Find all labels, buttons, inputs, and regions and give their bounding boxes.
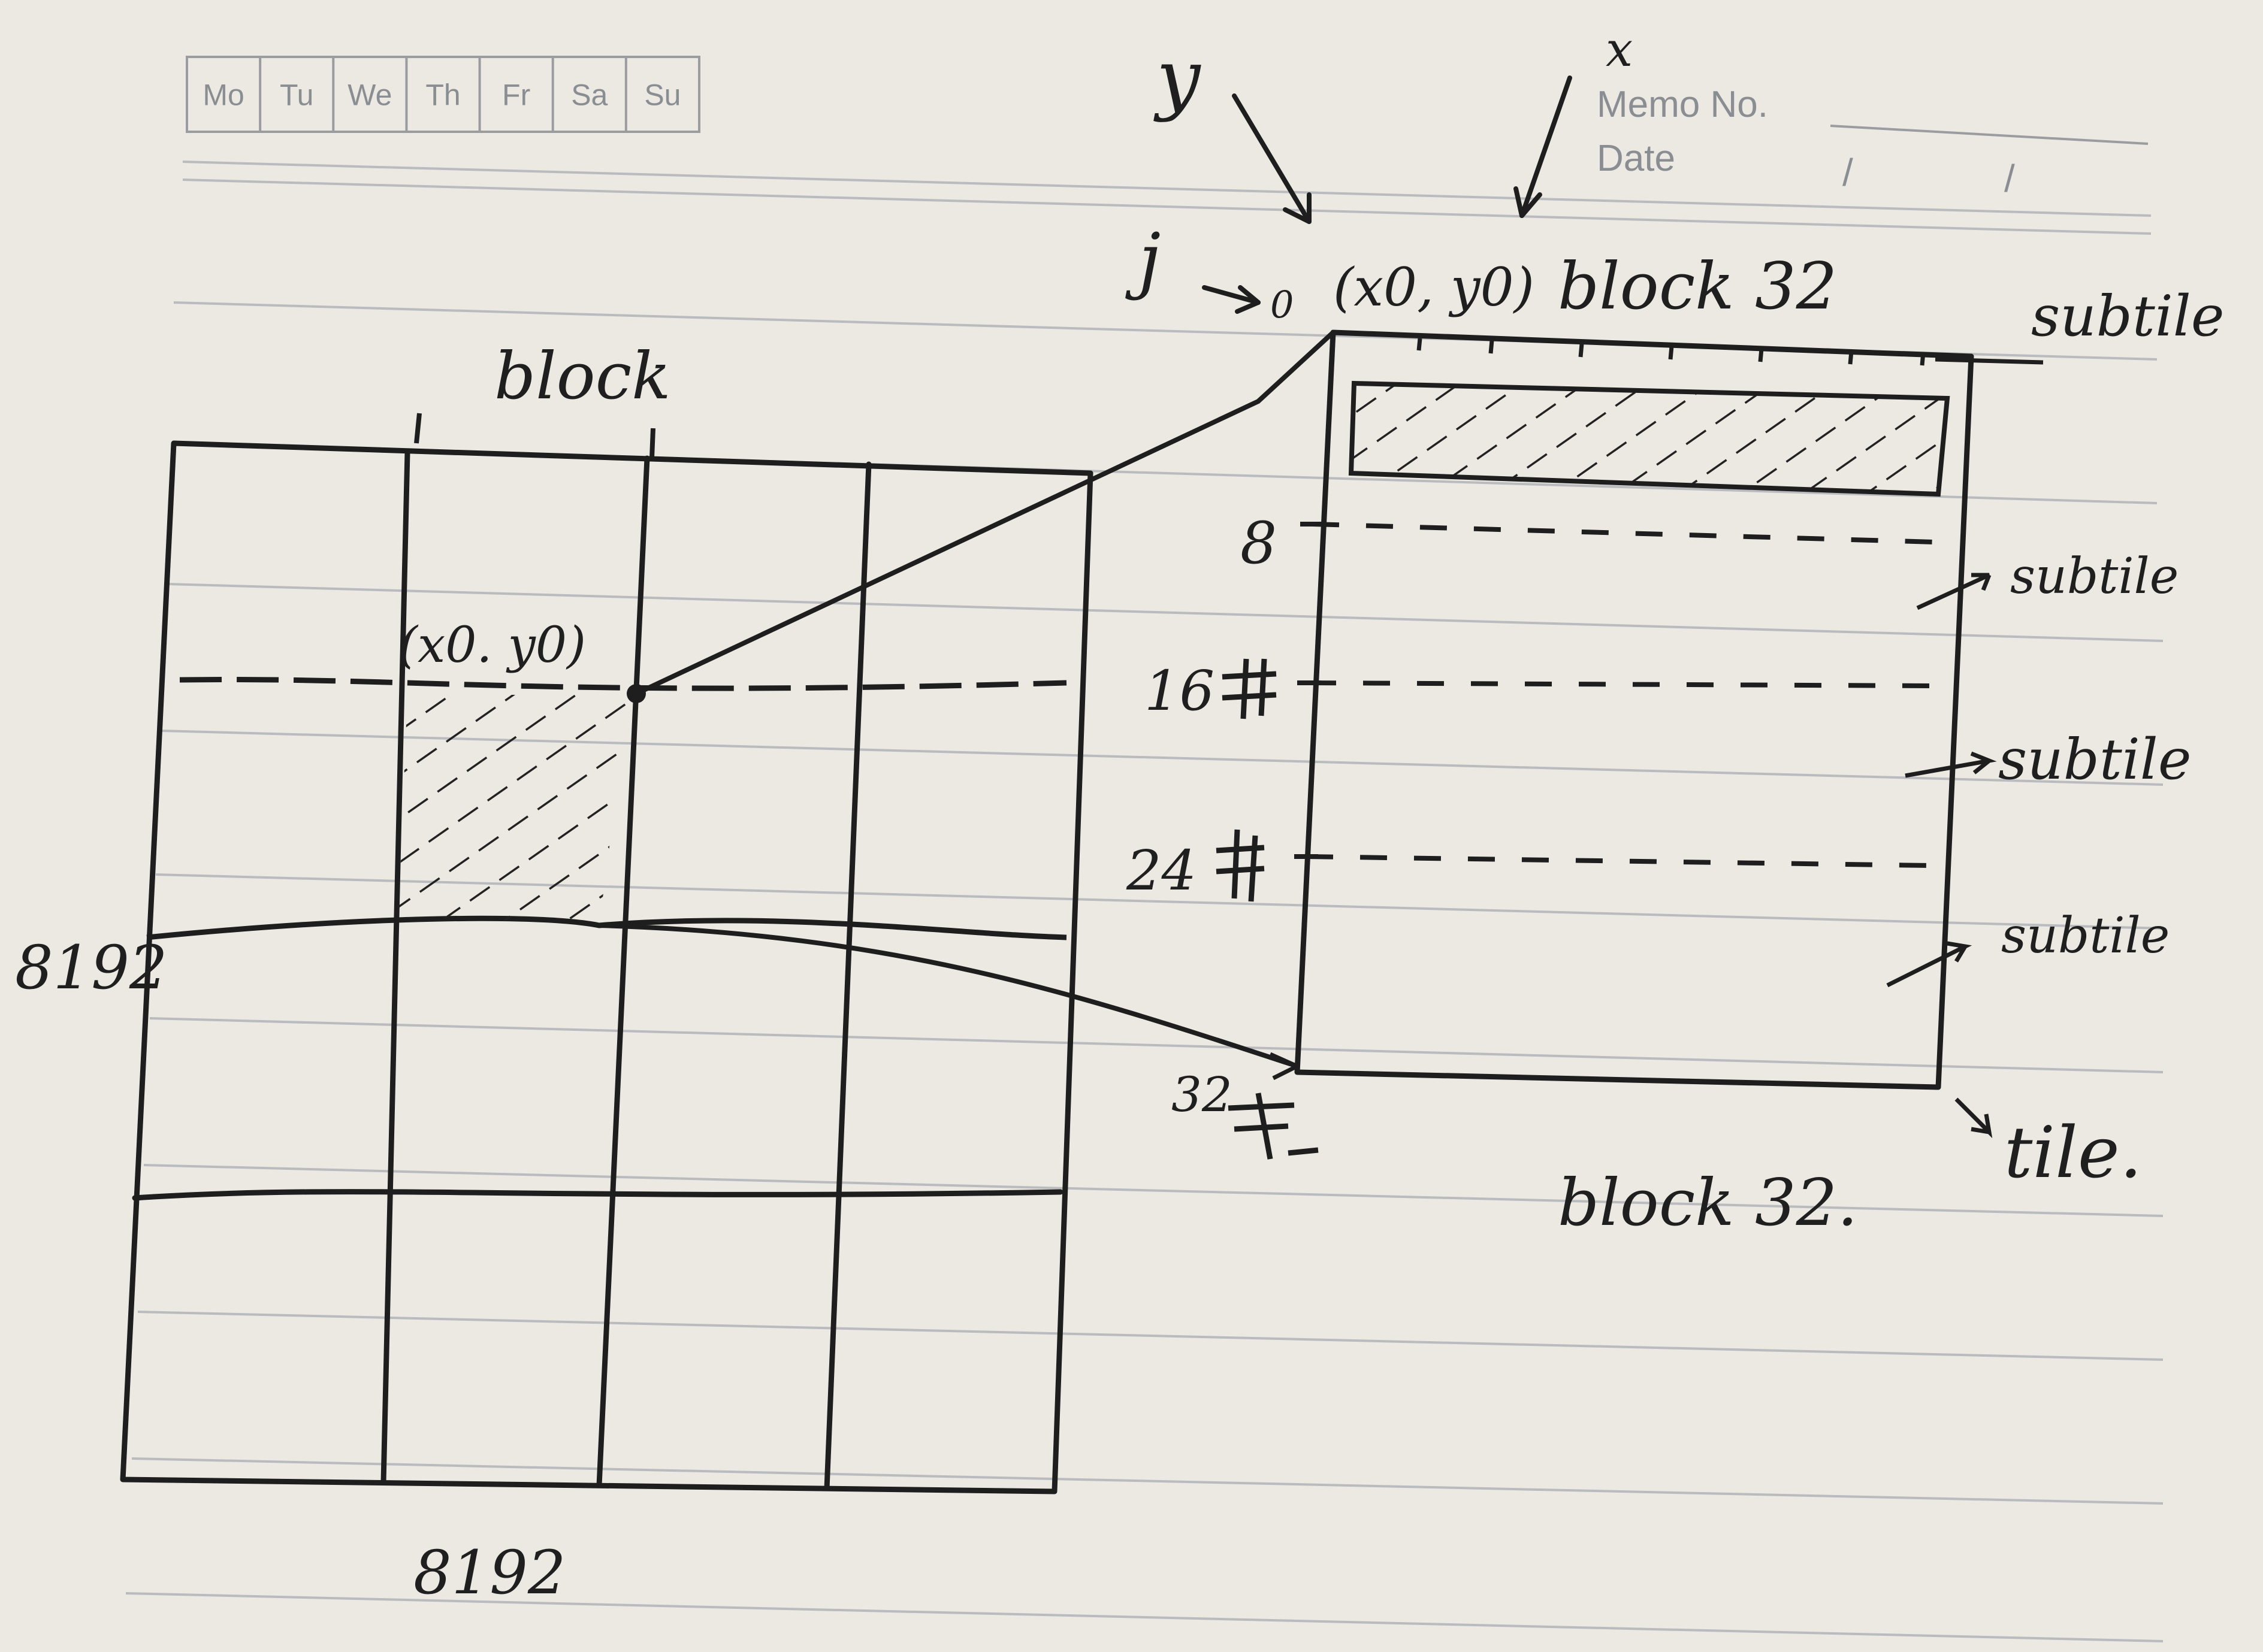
row-tick-32: 32 <box>1171 1067 1232 1122</box>
row-tick-8: 8 <box>1240 510 1277 577</box>
hatched-subtile <box>1348 380 1950 497</box>
date-slash-2: / <box>2004 157 2015 200</box>
weekday-label: We <box>348 78 392 112</box>
grid-top-ticks <box>414 413 655 459</box>
subtile-arrows <box>1886 357 2044 1139</box>
row-tick-16: 16 <box>1144 659 1214 723</box>
subtile-label-1: subtile <box>2031 284 2224 349</box>
tile-label: tile. <box>2004 1111 2142 1194</box>
axis-x-label: x <box>1606 22 1633 77</box>
date-slash-1: / <box>1842 151 1853 194</box>
origin-coord-label: (x0, y0) <box>1333 256 1534 318</box>
zoom-connectors <box>599 331 1335 1069</box>
memo-no-line <box>1830 125 2149 145</box>
origin-zero-label: 0 <box>1270 283 1294 326</box>
subtile-label-3: subtile <box>1998 727 2191 792</box>
block-top-ticks <box>1416 338 1926 366</box>
weekday-cell-mo: Mo <box>203 78 244 112</box>
row-tick-24: 24 <box>1126 839 1197 903</box>
grid-side-left-label: 8192 <box>15 933 168 1003</box>
bottom-block-label: block 32. <box>1558 1166 1858 1240</box>
scribble-marks <box>1216 658 1319 1160</box>
hatched-block <box>398 695 629 925</box>
grid-block-label: block <box>494 339 671 414</box>
weekday-cell-su: Su <box>624 57 681 132</box>
weekday-label: Mo <box>203 78 244 112</box>
weekday-table: Mo Tu We Th Fr Sa Su <box>186 56 700 133</box>
zoomed-block <box>1294 329 1974 1090</box>
weekday-cell-we: We <box>332 57 392 132</box>
weekday-label: Su <box>644 78 681 112</box>
grid-side-bottom-label: 8192 <box>413 1538 566 1608</box>
axis-y-label: y <box>1153 32 1201 123</box>
weekday-cell-th: Th <box>405 57 461 132</box>
weekday-label: Th <box>425 78 460 112</box>
grid-matrix <box>120 440 1093 1494</box>
block-left-ticks <box>1294 522 1324 859</box>
top-block-label: block 32 <box>1558 249 1837 324</box>
axis-arrows <box>1202 75 1572 314</box>
memo-no-label: Memo No. <box>1597 84 1768 125</box>
grid-origin-coord-label: (x0. y0) <box>398 617 586 674</box>
zoom-arrowhead <box>1269 1052 1298 1081</box>
weekday-cell-sa: Sa <box>551 57 608 132</box>
subtile-label-2: subtile <box>2010 548 2179 605</box>
subtile-label-4: subtile <box>2001 907 2170 964</box>
weekday-cell-fr: Fr <box>478 57 530 132</box>
weekday-label: Fr <box>502 78 530 112</box>
weekday-label: Tu <box>280 78 314 112</box>
date-label: Date <box>1597 138 1675 179</box>
weekday-cell-tu: Tu <box>259 57 314 132</box>
weekday-label: Sa <box>571 78 608 112</box>
